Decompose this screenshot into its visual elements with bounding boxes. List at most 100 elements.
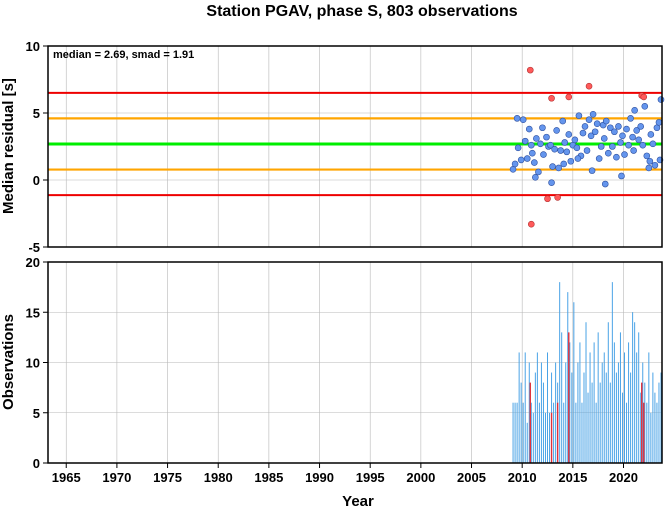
x-axis-tick-label: 1970 — [102, 470, 131, 485]
residual-outlier-point — [526, 66, 534, 74]
observations-bars — [512, 282, 662, 463]
residual-point — [602, 117, 610, 125]
residual-points — [509, 66, 665, 228]
observations-panel: 0 5 10 15 20 1965 1970 1975 1980 1985 1990 1995 200… — [0, 255, 663, 510]
residual-point — [555, 164, 562, 172]
residual-point — [605, 149, 612, 157]
residual-panel-frame — [47, 45, 663, 248]
residual-point — [609, 143, 616, 150]
residual-point — [563, 148, 571, 156]
residual-point — [531, 159, 538, 166]
residual-point — [561, 139, 569, 146]
residual-point — [557, 147, 564, 154]
residual-point — [587, 132, 595, 140]
residual-point — [547, 141, 554, 149]
residual-outlier-point — [565, 93, 573, 101]
residual-outlier-point — [548, 94, 555, 102]
residual-point — [574, 155, 582, 162]
residual-point — [618, 172, 625, 180]
residual-point — [579, 129, 587, 137]
residual-point — [527, 141, 535, 149]
residual-point — [643, 152, 651, 160]
residual-point — [529, 149, 536, 157]
residual-point — [585, 116, 593, 123]
residual-point — [595, 155, 603, 162]
residual-point — [560, 160, 568, 168]
residual-point — [600, 135, 608, 142]
x-axis-tick-label: 2015 — [558, 470, 587, 485]
residual-point — [657, 96, 665, 103]
residual-point — [655, 119, 663, 126]
residual-point — [571, 136, 579, 144]
residual-point — [651, 161, 659, 169]
residual-point — [647, 131, 655, 138]
residual-point — [533, 135, 540, 142]
x-axis-tick-label: 1990 — [305, 470, 334, 485]
chart-title: Station PGAV, phase S, 803 observations — [206, 3, 517, 20]
residual-point — [581, 123, 589, 130]
residual-point — [639, 141, 647, 149]
residual-point — [537, 140, 544, 148]
residual-point — [637, 123, 645, 130]
x-axis-tick-label: 1995 — [356, 470, 385, 485]
residual-point — [649, 140, 657, 148]
residual-point — [633, 127, 640, 134]
residual-point — [519, 116, 527, 123]
residual-point — [525, 125, 533, 133]
x-axis-tick-label: 2005 — [457, 470, 486, 485]
residual-point — [615, 123, 622, 130]
residual-point — [517, 156, 525, 164]
residual-point — [591, 128, 599, 136]
residual-point — [551, 145, 558, 153]
x-axis-ticks: 1965 1970 1975 1980 1985 1990 1995 2000 2005 2010… — [52, 463, 638, 485]
residual-point — [548, 179, 555, 186]
residual-outlier-point — [554, 194, 561, 201]
residual-point — [553, 127, 560, 134]
x-axis-tick-label: 2020 — [609, 470, 638, 485]
observations-y-tick-label: 5 — [33, 406, 40, 421]
residual-point — [543, 133, 550, 141]
residual-point — [573, 144, 581, 152]
residual-point — [631, 107, 638, 114]
residual-y-axis-label: Median residual [s] — [0, 78, 17, 214]
x-axis-tick-label: 2010 — [508, 470, 537, 485]
residual-point — [583, 147, 591, 154]
residual-point — [559, 117, 567, 125]
residual-point — [613, 153, 620, 161]
residual-point — [623, 125, 630, 133]
residual-point — [619, 132, 626, 140]
observations-y-tick-label: 15 — [26, 305, 40, 320]
residual-point — [625, 141, 632, 149]
residual-point — [532, 174, 539, 181]
observations-y-ticks: 0 5 10 15 20 — [26, 255, 48, 471]
residual-point — [593, 120, 601, 128]
residual-point — [511, 160, 519, 168]
residual-point — [597, 143, 605, 150]
observations-y-tick-label: 20 — [26, 255, 40, 270]
residual-point — [549, 163, 556, 170]
residual-point — [630, 147, 637, 154]
x-axis-tick-label: 2000 — [406, 470, 435, 485]
residual-outlier-point — [544, 195, 551, 203]
x-axis-tick-label: 1980 — [204, 470, 233, 485]
residual-point — [641, 103, 649, 110]
residual-point — [601, 180, 609, 188]
residual-panel-background — [48, 46, 662, 247]
residual-outlier-point — [527, 220, 535, 228]
residual-point — [588, 167, 596, 174]
residual-y-tick-label: 10 — [26, 39, 40, 54]
residual-y-tick-label: 5 — [33, 106, 40, 121]
residual-point — [565, 131, 573, 138]
residual-point — [611, 128, 618, 136]
observations-y-tick-label: 10 — [26, 356, 40, 371]
residual-outlier-point — [640, 93, 648, 101]
residual-y-ticks: -5 0 5 10 — [26, 39, 48, 255]
residual-y-tick-label: 0 — [33, 173, 40, 188]
residual-point — [514, 144, 522, 152]
residual-point — [629, 133, 636, 141]
residual-outlier-point — [585, 82, 593, 90]
residual-point — [627, 115, 634, 122]
residual-point — [617, 139, 624, 146]
residual-annotation: median = 2.69, smad = 1.91 — [53, 49, 194, 61]
